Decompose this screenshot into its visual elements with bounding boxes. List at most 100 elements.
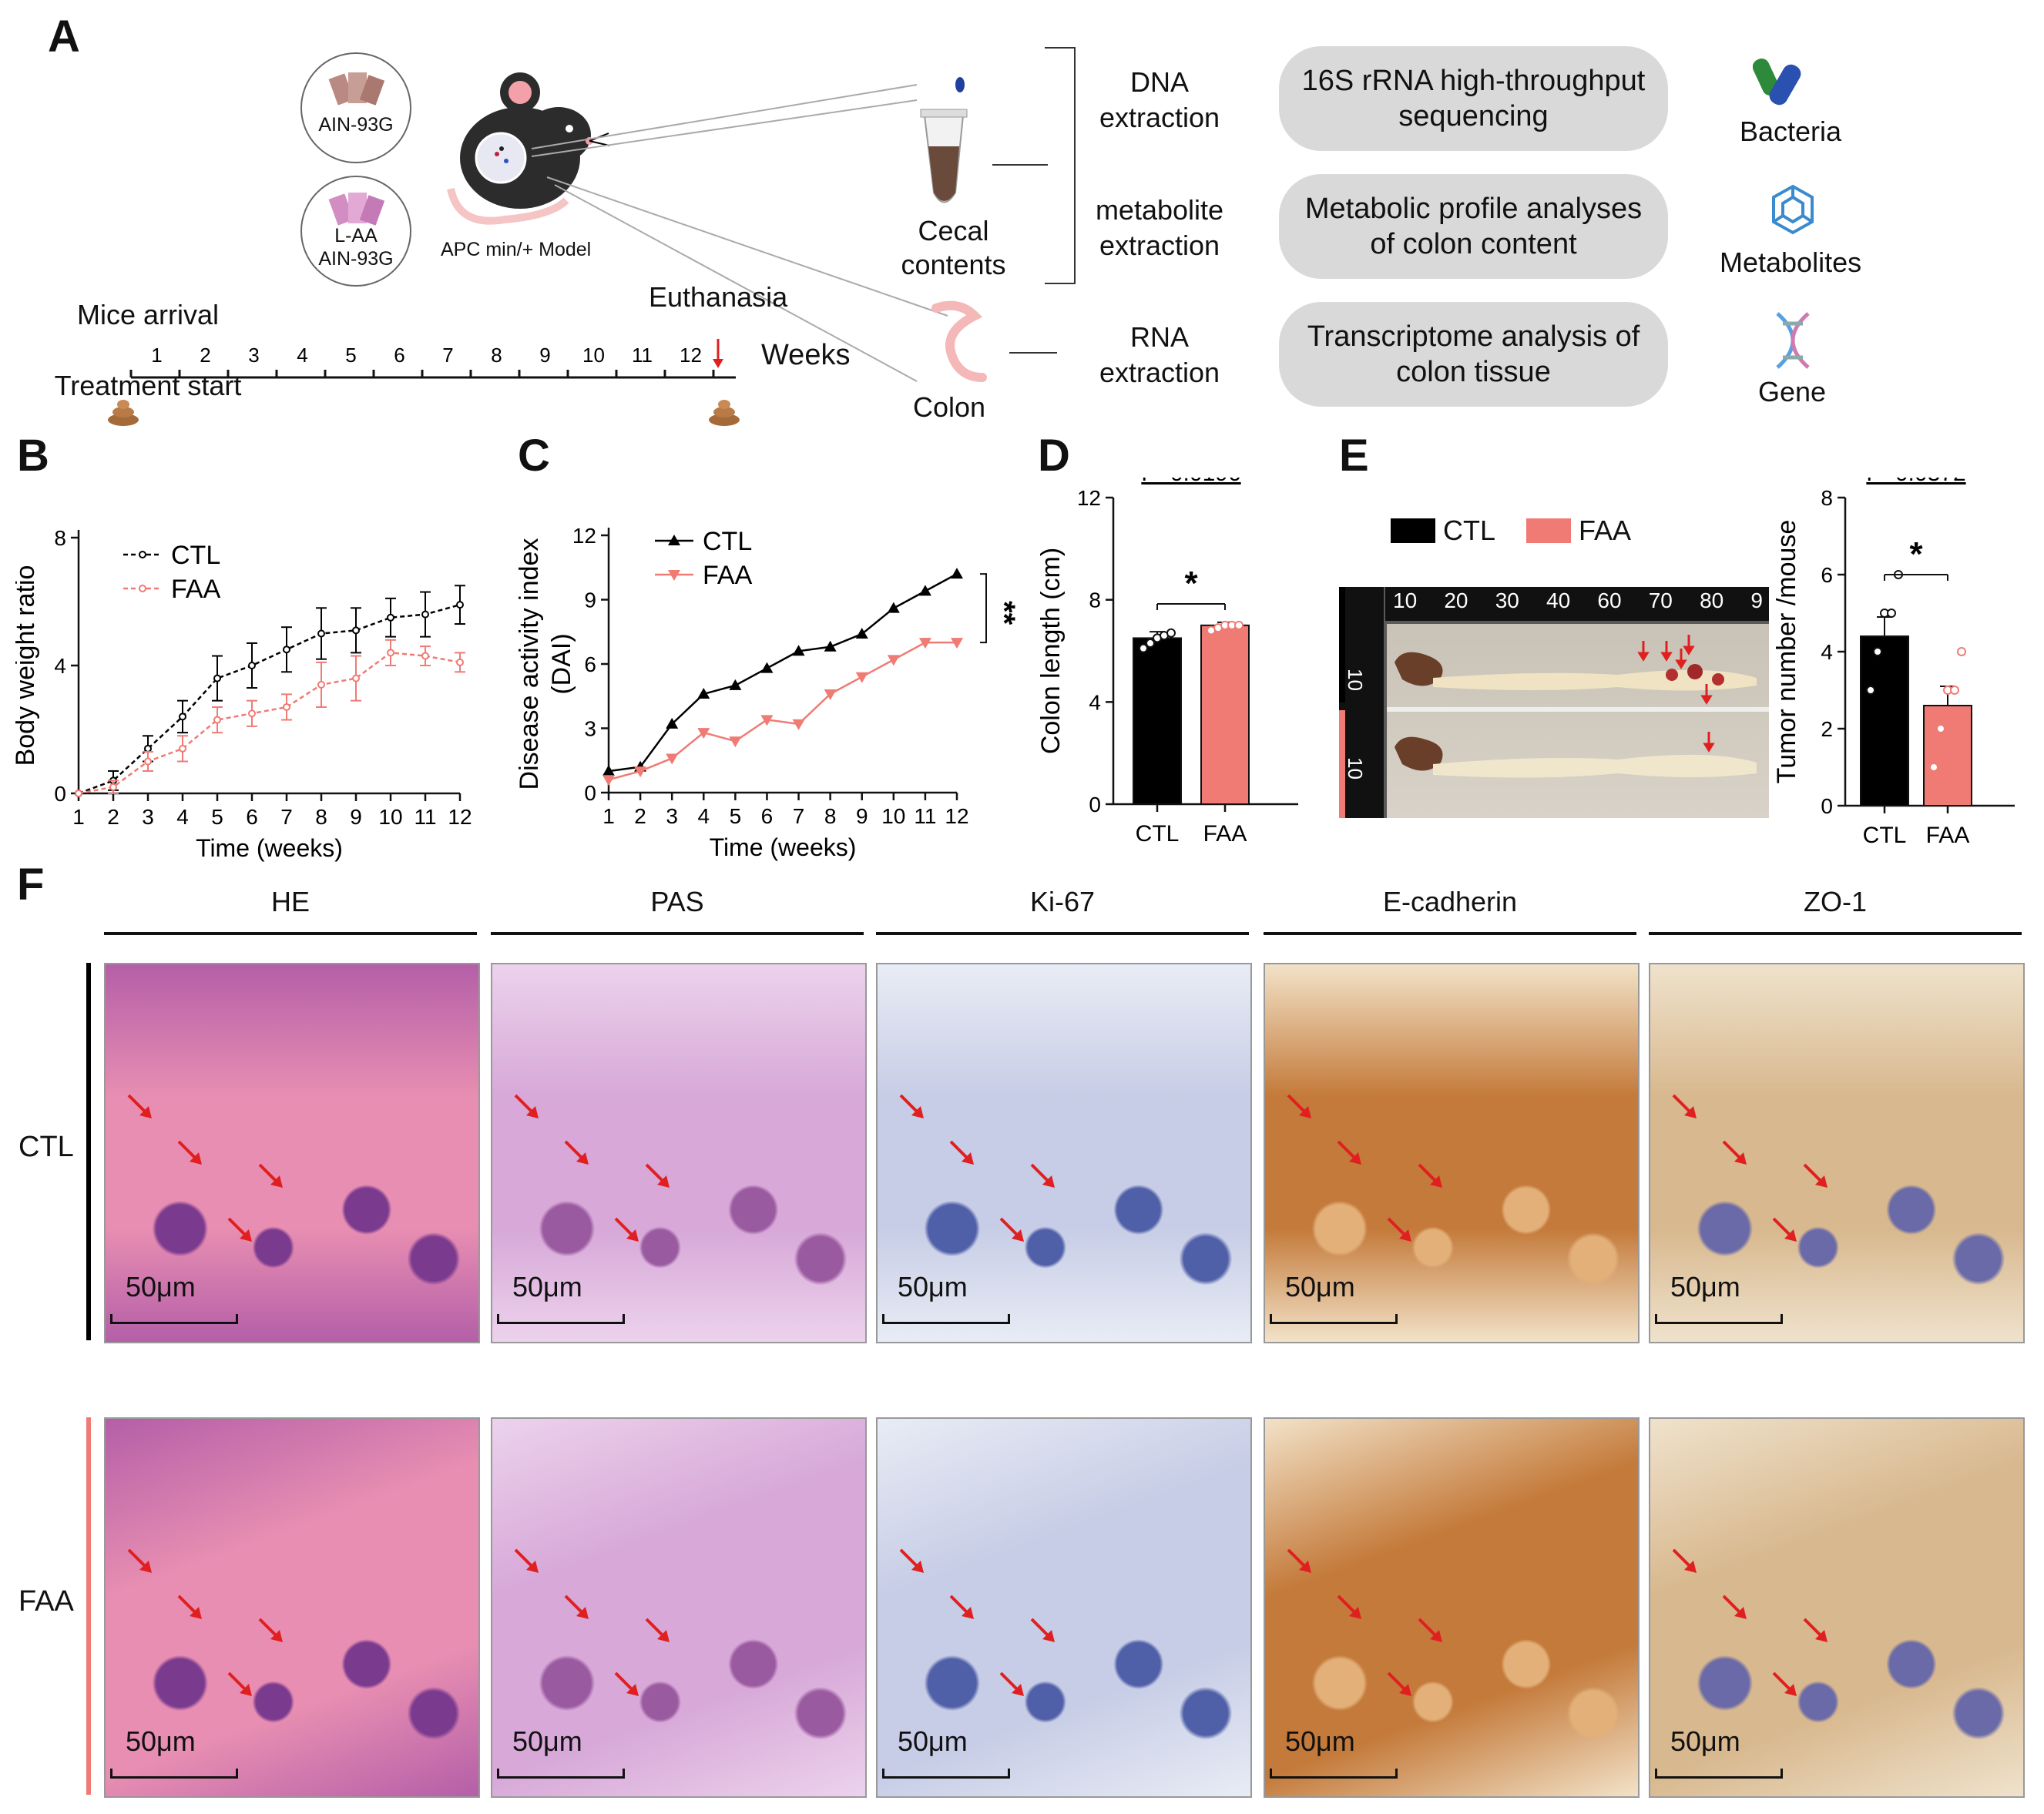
- extraction-rna: RNA extraction: [1099, 321, 1220, 388]
- red-arrow-head: [657, 1630, 670, 1642]
- data-point: [697, 687, 710, 699]
- red-arrow-head: [626, 1684, 639, 1696]
- significance-bracket: [980, 573, 987, 644]
- data-point: [1234, 620, 1244, 630]
- red-arrow-head: [240, 1684, 252, 1696]
- mouse-icon: [435, 65, 613, 235]
- data-point: [109, 783, 117, 791]
- ruler-tick-label: 70: [1648, 588, 1673, 612]
- red-arrow: [899, 1094, 919, 1114]
- p-value: P=0.0372: [1866, 478, 1965, 486]
- legend-swatch-ctl: [1391, 518, 1435, 543]
- y-tick-label: 8: [1821, 486, 1833, 510]
- photo-background: [1387, 624, 1769, 818]
- x-tick-label: 6: [761, 804, 774, 828]
- data-point: [75, 790, 82, 797]
- data-point: [1929, 763, 1938, 772]
- data-point: [666, 753, 679, 765]
- red-arrow: [1803, 1618, 1823, 1638]
- bacteria-label: Bacteria: [1740, 116, 1842, 147]
- legend-label: FAA: [171, 575, 221, 604]
- analysis-transcriptome: Transcriptome analysis of colon tissue: [1279, 302, 1668, 407]
- red-arrow-head: [1399, 1684, 1411, 1696]
- stain-header-line: [876, 932, 1249, 935]
- red-arrow-head: [1734, 1607, 1747, 1619]
- photo-faa-marker: [1339, 710, 1345, 818]
- x-tick-label: 11: [414, 805, 436, 829]
- scale-bar-label: 50μm: [1285, 1725, 1355, 1757]
- red-arrow-head: [1012, 1229, 1024, 1242]
- x-tick-label: 4: [176, 805, 189, 829]
- data-point: [792, 719, 805, 730]
- red-arrow: [949, 1594, 969, 1614]
- timeline-tick-label: 10: [582, 344, 605, 367]
- red-arrow-head: [240, 1229, 252, 1242]
- diet-laa-label-2: AIN-93G: [318, 248, 394, 270]
- y-tick-label: 4: [54, 654, 66, 678]
- red-arrow: [1030, 1618, 1050, 1638]
- y-tick-label: 8: [1089, 588, 1101, 612]
- data-point: [855, 672, 868, 683]
- red-arrow: [127, 1548, 147, 1568]
- series-line-faa: [78, 652, 461, 795]
- arrival-line-1: Mice arrival: [76, 299, 220, 330]
- red-arrow: [1803, 1163, 1823, 1183]
- y-tick-label: 12: [1077, 486, 1101, 510]
- data-point: [792, 645, 805, 656]
- stain-header-ki-67: Ki-67: [1029, 886, 1096, 917]
- data-point: [317, 680, 325, 689]
- x-tick-label: 5: [211, 805, 223, 829]
- red-arrow-head: [1815, 1175, 1828, 1188]
- y-tick-label: 12: [572, 524, 596, 548]
- significance-mark: *: [1184, 565, 1198, 602]
- timeline-tick-label: 11: [632, 344, 653, 367]
- data-point: [1957, 647, 1966, 656]
- data-point: [213, 716, 221, 724]
- scale-bar-label: 50μm: [126, 1271, 196, 1303]
- x-tick-label: 2: [634, 804, 646, 828]
- x-tick-label: 9: [856, 804, 868, 828]
- data-point: [456, 658, 464, 666]
- red-arrow-head: [1734, 1152, 1747, 1165]
- scale-bar: [497, 1314, 625, 1324]
- scale-bar: [110, 1769, 238, 1779]
- scale-bar: [1655, 1314, 1783, 1324]
- colon-icon: [928, 300, 990, 385]
- red-arrow-head: [139, 1561, 152, 1573]
- x-tick-label: 7: [793, 804, 805, 828]
- red-arrow-head: [270, 1175, 283, 1188]
- red-arrow: [127, 1094, 147, 1114]
- data-point: [283, 645, 290, 654]
- x-tick-label: 3: [142, 805, 154, 829]
- red-arrow: [1672, 1548, 1692, 1568]
- timeline-tick-label: 12: [680, 344, 702, 367]
- significance-mark: **: [987, 601, 1021, 625]
- data-point: [317, 629, 325, 638]
- x-axis-label: Time (weeks): [710, 833, 857, 861]
- legend-label: CTL: [703, 527, 752, 556]
- model-label: APC min/+ Model: [441, 239, 592, 260]
- annotation-arrows: [899, 1548, 1055, 1696]
- arrival-label: Mice arrival Treatment start: [40, 262, 256, 439]
- bar-ctl: [1133, 637, 1182, 805]
- photo-ruler-top: [1385, 587, 1769, 621]
- data-point: [283, 702, 290, 711]
- metabolites-label: Metabolites: [1720, 246, 1862, 278]
- red-arrow: [177, 1594, 197, 1614]
- weeks-label: Weeks: [761, 339, 851, 371]
- y-tick-label: 0: [1089, 793, 1101, 816]
- data-point: [421, 610, 429, 619]
- legend-swatch-faa: [1526, 518, 1572, 543]
- photo-ctl-marker: [1339, 587, 1345, 702]
- data-point: [760, 662, 774, 673]
- data-point: [1139, 643, 1148, 653]
- red-arrow: [1337, 1140, 1357, 1160]
- data-point: [887, 655, 900, 666]
- series-line-faa: [608, 641, 957, 781]
- feces-icon-end: [707, 397, 741, 430]
- legend-label: CTL: [171, 541, 220, 570]
- red-arrow: [258, 1163, 278, 1183]
- ruler-tick-label: 9: [1750, 588, 1763, 612]
- stain-header-line: [1264, 932, 1636, 935]
- stain-header-he: HE: [270, 886, 310, 917]
